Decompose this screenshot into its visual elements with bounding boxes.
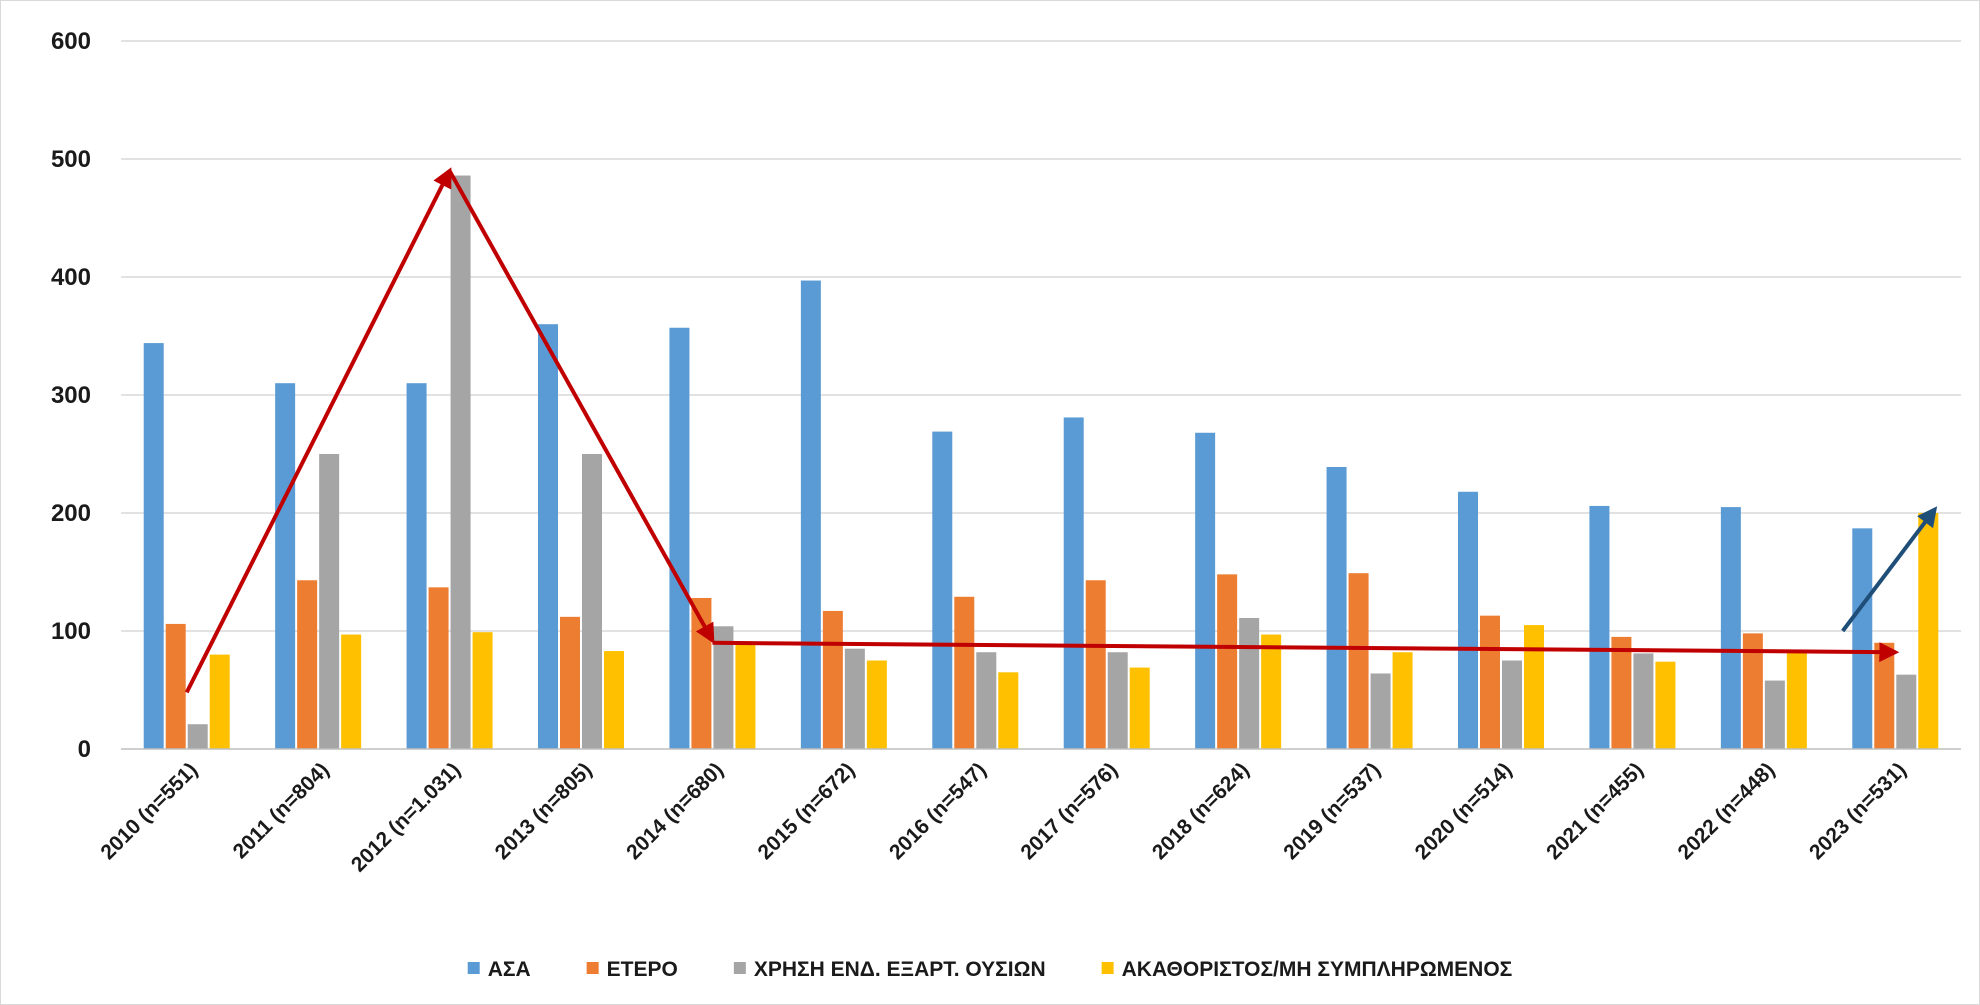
bar xyxy=(472,632,493,749)
bar xyxy=(1195,432,1216,749)
bar xyxy=(1611,636,1632,749)
bar xyxy=(538,324,558,749)
bar xyxy=(1502,660,1522,749)
legend-swatch xyxy=(1101,962,1114,974)
bar xyxy=(1524,625,1544,749)
bar xyxy=(165,623,186,749)
legend-swatch xyxy=(733,962,746,974)
y-axis-ticks: 0 100 200 300 400 500 600 xyxy=(51,28,91,763)
bar xyxy=(406,383,427,749)
bar xyxy=(1720,507,1741,749)
legend: ΑΣΑ ΕΤΕΡΟ ΧΡΗΣΗ ΕΝΔ. ΕΞΑΡΤ. ΟΥΣΙΩΝ ΑΚΑΘΟΡΙΣ… xyxy=(467,958,1513,981)
bar xyxy=(1217,574,1238,749)
bar xyxy=(1326,466,1347,749)
trend-arrow xyxy=(447,169,715,644)
bar xyxy=(1370,673,1391,749)
bar xyxy=(954,596,975,749)
bar xyxy=(143,343,164,749)
legend-label: ΧΡΗΣΗ ΕΝΔ. ΕΞΑΡΤ. ΟΥΣΙΩΝ xyxy=(754,958,1046,981)
x-tick-label: 2011 (n=804) xyxy=(229,758,334,863)
x-tick-label: 2016 (n=547) xyxy=(885,758,991,864)
bar xyxy=(297,580,318,749)
bar xyxy=(209,654,230,749)
bar xyxy=(1239,618,1260,749)
legend-label: ΑΣΑ xyxy=(488,958,531,981)
bar xyxy=(1786,652,1807,749)
bar xyxy=(822,610,843,749)
bar xyxy=(1480,615,1500,749)
bar xyxy=(1896,674,1917,749)
x-tick-label: 2010 (n=551) xyxy=(96,758,202,864)
bar xyxy=(1633,653,1654,749)
bar xyxy=(800,280,821,749)
bar xyxy=(450,175,471,749)
bar xyxy=(1852,528,1873,749)
bar xyxy=(866,660,887,749)
bar xyxy=(735,641,756,749)
bar xyxy=(1589,505,1610,749)
bar xyxy=(1764,680,1785,749)
bar xyxy=(1261,634,1282,749)
bar xyxy=(1458,491,1478,749)
x-tick-label: 2013 (n=805) xyxy=(491,758,597,864)
bar xyxy=(560,616,580,749)
gridlines xyxy=(121,40,1961,632)
bar xyxy=(275,383,296,749)
bar xyxy=(713,626,734,749)
bar xyxy=(844,648,865,749)
bar xyxy=(1655,661,1676,749)
bar xyxy=(582,454,602,749)
bar xyxy=(341,634,362,749)
bar xyxy=(1392,652,1413,749)
bar xyxy=(1918,513,1939,749)
bar xyxy=(428,587,449,749)
y-tick-label: 100 xyxy=(51,618,91,645)
bar xyxy=(976,652,997,749)
bar xyxy=(187,724,208,749)
x-tick-label: 2022 (n=448) xyxy=(1674,758,1780,864)
y-tick-label: 0 xyxy=(78,736,91,763)
trend-arrow xyxy=(184,167,452,694)
legend-swatch xyxy=(586,962,599,974)
legend-label: ΕΤΕΡΟ xyxy=(607,958,678,981)
x-tick-label: 2019 (n=537) xyxy=(1279,758,1385,864)
trend-arrow xyxy=(712,640,1900,663)
bar xyxy=(1874,642,1895,749)
legend-label: ΑΚΑΘΟΡΙΣΤΟΣ/ΜΗ ΣΥΜΠΛΗΡΩΜΕΝΟΣ xyxy=(1122,958,1513,981)
bar xyxy=(669,327,690,749)
bar xyxy=(998,672,1019,749)
x-tick-label: 2012 (n=1.031) xyxy=(347,758,465,876)
bar xyxy=(1107,652,1128,749)
y-tick-label: 400 xyxy=(51,264,91,291)
bar xyxy=(319,454,340,749)
bars xyxy=(143,175,1939,749)
x-tick-label: 2020 (n=514) xyxy=(1411,758,1517,864)
bar xyxy=(1742,633,1763,749)
bar xyxy=(1085,580,1106,749)
trend-arrows xyxy=(184,167,1938,694)
x-tick-label: 2014 (n=680) xyxy=(622,758,728,864)
x-tick-label: 2021 (n=455) xyxy=(1542,758,1648,864)
x-tick-label: 2023 (n=531) xyxy=(1805,758,1911,864)
bar xyxy=(604,651,624,749)
bar xyxy=(1129,667,1150,749)
x-axis-labels: 2010 (n=551) 2011 (n=804) 2012 (n=1.031) 20… xyxy=(96,758,1910,876)
y-tick-label: 200 xyxy=(51,500,91,527)
x-tick-label: 2018 (n=624) xyxy=(1148,758,1254,864)
trend-arrow xyxy=(1841,506,1938,633)
y-tick-label: 500 xyxy=(51,146,91,173)
y-tick-label: 600 xyxy=(51,28,91,55)
x-tick-label: 2017 (n=576) xyxy=(1016,758,1122,864)
y-tick-label: 300 xyxy=(51,382,91,409)
x-tick-label: 2015 (n=672) xyxy=(754,758,860,864)
legend-swatch xyxy=(467,962,480,974)
bar xyxy=(932,431,953,749)
bar xyxy=(1348,573,1369,749)
bar xyxy=(1063,417,1084,749)
